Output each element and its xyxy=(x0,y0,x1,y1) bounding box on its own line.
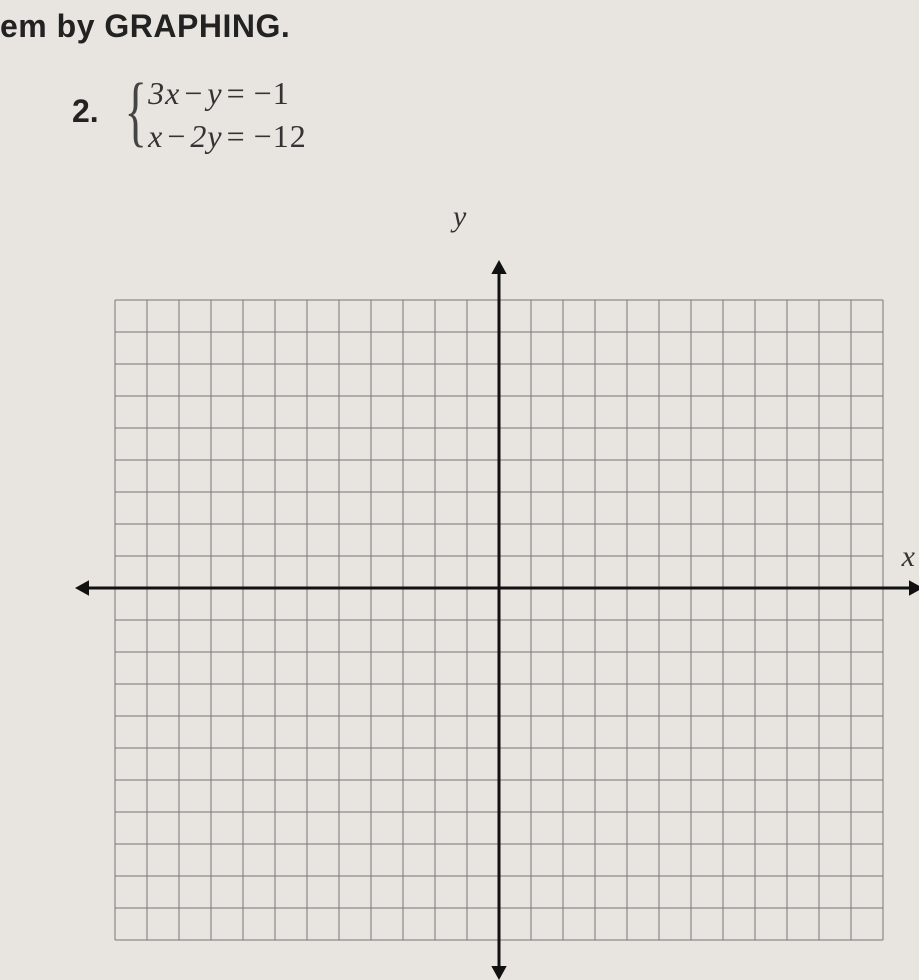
equations-container: 3x−y=−1 x−2y=−12 xyxy=(148,75,311,155)
equation-system: { 3x−y=−1 x−2y=−12 xyxy=(117,75,311,155)
section-heading: em by GRAPHING. xyxy=(0,8,290,45)
x-axis-label: x xyxy=(902,540,915,574)
y-axis-label: y xyxy=(453,200,466,234)
equation-2: x−2y=−12 xyxy=(148,118,311,155)
problem-number: 2. xyxy=(72,93,99,130)
problem-block: 2. { 3x−y=−1 x−2y=−12 xyxy=(72,75,311,155)
equation-1: 3x−y=−1 xyxy=(148,75,311,112)
left-brace: { xyxy=(124,80,146,142)
coordinate-grid xyxy=(75,260,919,980)
graph-container: y x xyxy=(75,260,885,940)
